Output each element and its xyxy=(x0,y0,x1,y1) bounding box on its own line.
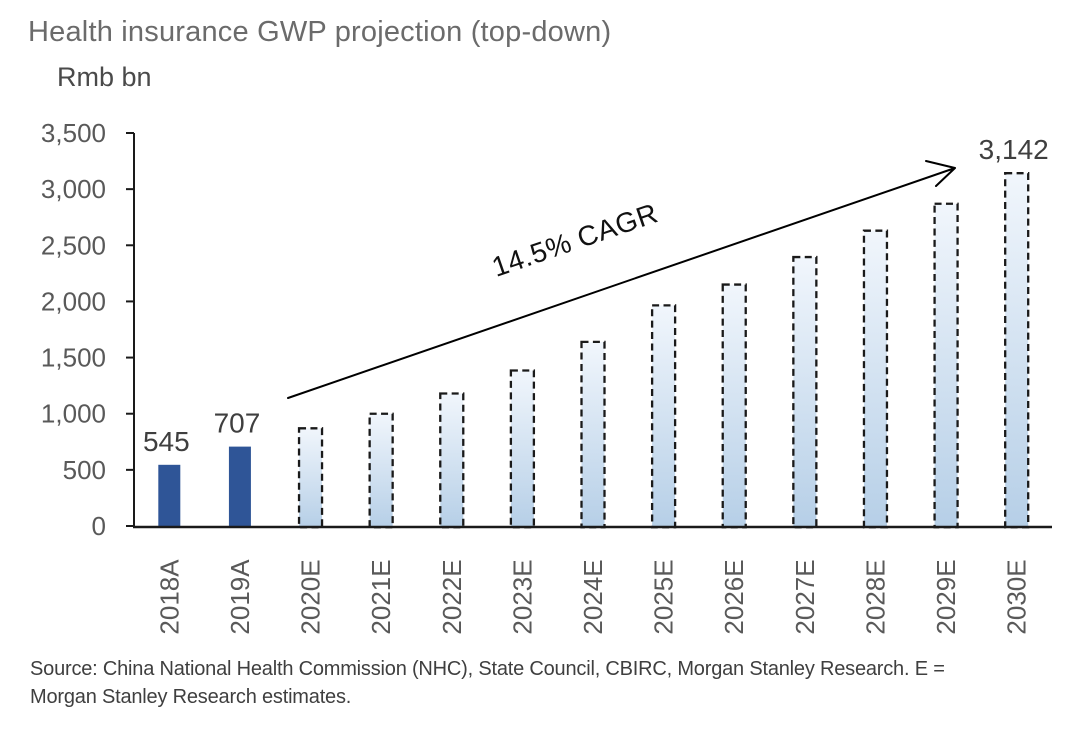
x-axis-label-2020E: 2020E xyxy=(296,559,326,634)
x-axis-label-2026E: 2026E xyxy=(719,559,749,634)
bar-2025E xyxy=(650,304,677,529)
bar-value-label-2018A: 545 xyxy=(143,426,190,457)
cagr-annotation: 14.5% CAGR xyxy=(488,197,662,283)
y-axis-tick-label: 1,500 xyxy=(41,343,106,373)
y-axis-tick-label: 3,000 xyxy=(41,174,106,204)
chart-title: Health insurance GWP projection (top-dow… xyxy=(28,16,612,48)
y-axis-tick-label: 2,000 xyxy=(41,286,106,316)
bar-2023E xyxy=(509,369,536,529)
bar-2028E xyxy=(862,229,889,529)
x-axis-label-2018A: 2018A xyxy=(154,559,184,635)
y-axis-tick-label: 1,000 xyxy=(41,399,106,429)
axis-unit-label: Rmb bn xyxy=(57,62,152,92)
source-line-1: Source: China National Health Commission… xyxy=(30,658,945,680)
bar-2019A xyxy=(228,446,251,526)
bar-2030E xyxy=(1004,172,1030,529)
bar-2029E xyxy=(933,202,959,529)
y-axis-tick-label: 500 xyxy=(63,455,106,485)
source-line-2: Morgan Stanley Research estimates. xyxy=(30,685,352,708)
x-axis-label-2024E: 2024E xyxy=(578,559,608,634)
x-axis-label-2027E: 2027E xyxy=(790,559,820,634)
bar-2024E xyxy=(580,340,606,529)
bar-2022E xyxy=(439,392,465,529)
bar-2018A xyxy=(158,464,181,526)
x-axis-label-2022E: 2022E xyxy=(437,559,467,634)
source-note: Source: China National Health Commission… xyxy=(30,656,1060,711)
bar-value-label-2019A: 707 xyxy=(214,408,261,439)
bar-2027E xyxy=(792,255,818,529)
y-axis-tick-label: 0 xyxy=(92,511,106,541)
x-axis-label-2030E: 2030E xyxy=(1002,559,1032,634)
y-axis-tick-label: 3,500 xyxy=(41,118,106,148)
x-axis-label-2023E: 2023E xyxy=(507,559,537,634)
cagr-arrow xyxy=(287,160,956,399)
bar-2026E xyxy=(721,283,747,529)
bar-2020E xyxy=(297,427,324,529)
bar-2021E xyxy=(368,412,394,529)
x-axis-label-2029E: 2029E xyxy=(931,559,961,634)
x-axis-label-2028E: 2028E xyxy=(860,559,890,634)
x-axis-label-2025E: 2025E xyxy=(649,559,679,634)
bar-value-label-2030E: 3,142 xyxy=(979,134,1049,165)
x-axis-label-2021E: 2021E xyxy=(366,559,396,634)
x-axis-label-2019A: 2019A xyxy=(225,559,255,635)
y-axis-tick-label: 2,500 xyxy=(41,230,106,260)
